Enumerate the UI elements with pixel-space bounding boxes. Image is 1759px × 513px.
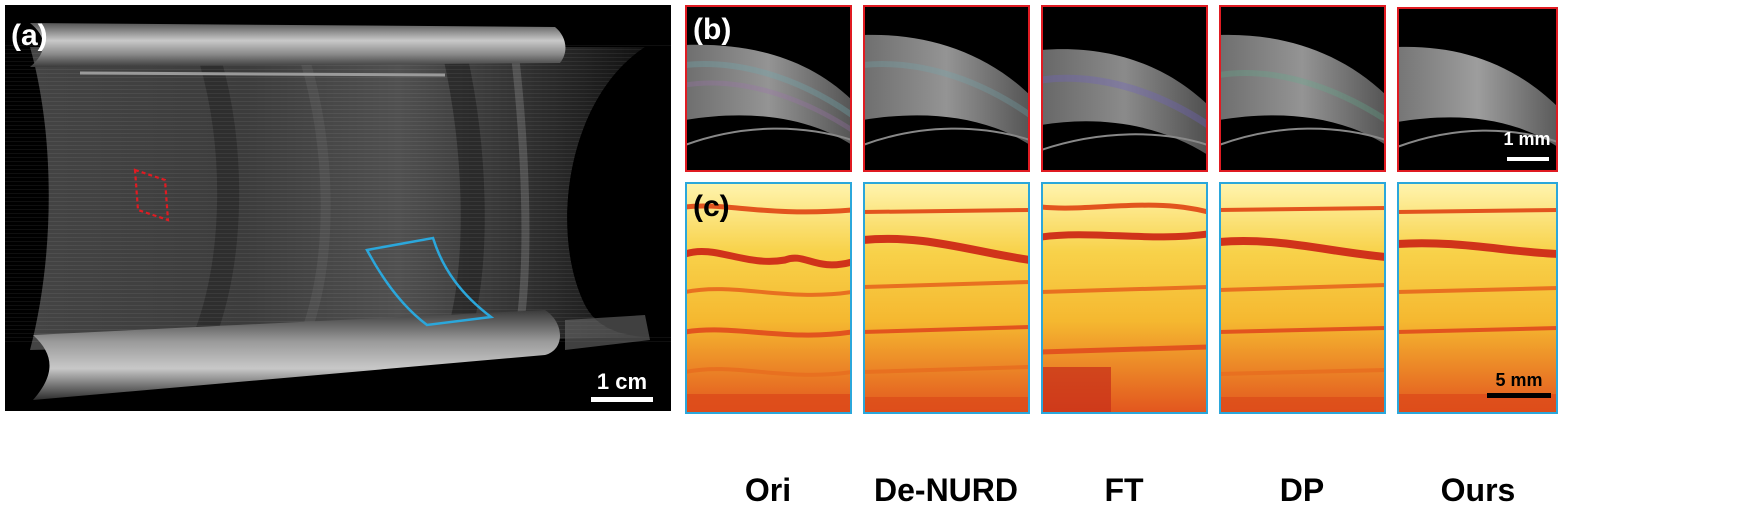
- scale-bar-c: [1487, 393, 1551, 398]
- panel-c-ours: 5 mm: [1395, 180, 1560, 416]
- panel-b-de-nurd: [861, 3, 1032, 174]
- panel-c-label: (c): [693, 190, 730, 223]
- panel-c-ori: (c): [683, 180, 854, 416]
- scale-bar-a: [591, 397, 653, 402]
- panel-a: (a) 1 cm: [5, 5, 671, 411]
- caption-ori: Ori: [744, 472, 792, 508]
- vessel-3d-render: [5, 5, 671, 411]
- scale-bar-a-text: 1 cm: [596, 369, 648, 394]
- red-roi-marker: [133, 168, 170, 222]
- caption-de-nurd: De-NURD: [874, 472, 1018, 508]
- panel-c-dp: [1217, 180, 1388, 416]
- panel-a-label: (a): [11, 19, 48, 52]
- panel-b-label: (b): [693, 13, 732, 46]
- blue-roi-marker: [365, 236, 495, 327]
- panel-b-ours: 1 mm: [1395, 5, 1560, 174]
- caption-ours: Ours: [1440, 472, 1516, 508]
- panel-b-ori: (b): [683, 3, 854, 174]
- panel-b-ft: [1039, 3, 1210, 174]
- panel-c-de-nurd: [861, 180, 1032, 416]
- panel-b-dp: [1217, 3, 1388, 174]
- scale-bar-c-text: 5 mm: [1495, 370, 1543, 390]
- panel-c-ft: [1039, 180, 1210, 416]
- caption-ft: FT: [1104, 472, 1144, 508]
- caption-dp: DP: [1279, 472, 1325, 508]
- scale-bar-b-text: 1 mm: [1503, 129, 1551, 149]
